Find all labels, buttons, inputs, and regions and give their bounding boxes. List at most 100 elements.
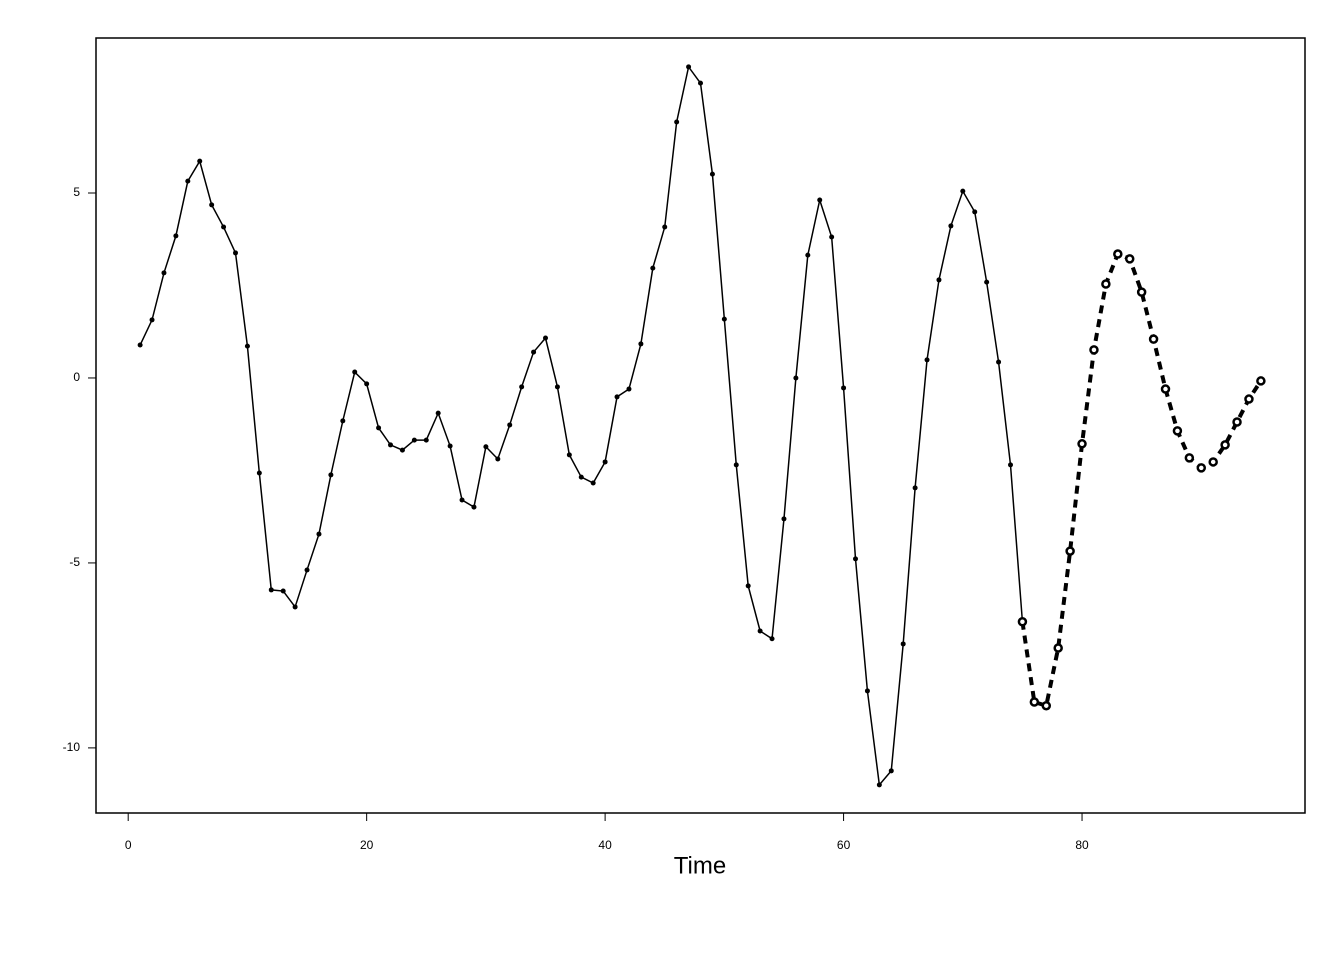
data-point: [674, 119, 680, 125]
data-point: [1113, 249, 1123, 259]
data-point: [1256, 376, 1266, 386]
data-point: [960, 188, 966, 194]
data-point: [280, 588, 286, 594]
data-point: [399, 447, 405, 453]
series-line: [1020, 251, 1263, 709]
series-line: [139, 65, 1024, 787]
data-point: [626, 386, 632, 392]
data-point: [817, 197, 823, 203]
data-point: [733, 462, 739, 468]
y-tick-label: -5: [69, 555, 80, 569]
data-point: [924, 357, 930, 363]
data-point: [793, 375, 799, 381]
data-point: [1184, 453, 1195, 463]
data-point: [471, 504, 477, 510]
data-point: [507, 422, 513, 428]
data-point: [972, 209, 978, 215]
data-point: [721, 316, 727, 322]
data-point: [292, 604, 298, 610]
data-point: [1160, 384, 1171, 394]
data-point: [376, 425, 382, 431]
data-point: [1124, 254, 1135, 264]
data-point: [876, 782, 882, 788]
data-point: [1041, 700, 1052, 711]
data-point: [197, 158, 203, 164]
data-point: [388, 442, 393, 448]
y-tick-label: -10: [63, 740, 81, 754]
data-point: [662, 224, 668, 230]
data-point: [483, 444, 489, 450]
data-point: [1077, 439, 1087, 449]
data-point: [1172, 426, 1183, 436]
data-point: [1244, 394, 1254, 404]
data-point: [996, 359, 1002, 365]
y-tick-label: 0: [73, 370, 80, 384]
data-point: [709, 171, 715, 177]
data-point: [769, 636, 775, 642]
data-point: [1232, 417, 1242, 427]
data-point: [841, 385, 847, 391]
data-point: [912, 485, 918, 491]
y-tick-label: 5: [73, 185, 80, 199]
data-point: [1089, 345, 1099, 355]
x-tick-label: 60: [837, 838, 851, 852]
x-tick-label: 0: [125, 838, 132, 852]
data-point: [805, 252, 811, 258]
data-point: [149, 317, 155, 323]
data-point: [423, 437, 429, 443]
data-point: [221, 224, 227, 230]
data-point: [1136, 287, 1147, 297]
data-point: [936, 277, 942, 283]
data-point: [590, 480, 596, 486]
data-point: [1029, 697, 1040, 707]
data-point: [161, 270, 167, 276]
data-point: [495, 456, 501, 462]
x-tick-label: 40: [598, 838, 612, 852]
data-point: [352, 369, 358, 375]
data-point: [447, 443, 453, 449]
data-point: [554, 384, 560, 390]
data-point: [185, 178, 191, 184]
data-point: [888, 768, 894, 774]
data-point: [638, 341, 644, 347]
data-point: [614, 394, 620, 400]
data-point: [757, 628, 763, 634]
data-point: [1017, 616, 1028, 627]
data-point: [1148, 334, 1159, 344]
plot-frame: [95, 37, 1306, 814]
x-axis-label: Time: [674, 852, 726, 879]
data-point: [209, 202, 215, 208]
data-point: [233, 250, 238, 256]
data-point: [1220, 440, 1230, 450]
data-point: [829, 234, 835, 240]
data-point: [602, 459, 608, 465]
data-point: [328, 472, 334, 478]
data-point: [1196, 463, 1207, 473]
data-point: [1208, 457, 1218, 467]
data-point: [566, 452, 572, 458]
data-point: [531, 349, 537, 355]
data-point: [984, 279, 990, 285]
data-point: [543, 335, 548, 341]
data-point: [459, 497, 465, 503]
x-tick-label: 20: [360, 838, 374, 852]
data-point: [1101, 279, 1111, 289]
data-point: [864, 688, 870, 694]
data-point: [411, 437, 417, 443]
x-tick-label: 80: [1075, 838, 1089, 852]
data-point: [256, 470, 262, 476]
data-point: [340, 418, 346, 424]
data-point: [578, 474, 584, 480]
data-point: [316, 531, 322, 537]
data-point: [173, 233, 179, 239]
data-point: [686, 64, 692, 70]
data-point: [435, 410, 441, 416]
data-point: [268, 587, 274, 593]
data-point: [900, 641, 906, 647]
data-point: [304, 567, 310, 573]
data-point: [698, 80, 703, 86]
data-point: [1065, 546, 1075, 556]
data-point: [948, 223, 954, 229]
data-point: [745, 583, 751, 589]
